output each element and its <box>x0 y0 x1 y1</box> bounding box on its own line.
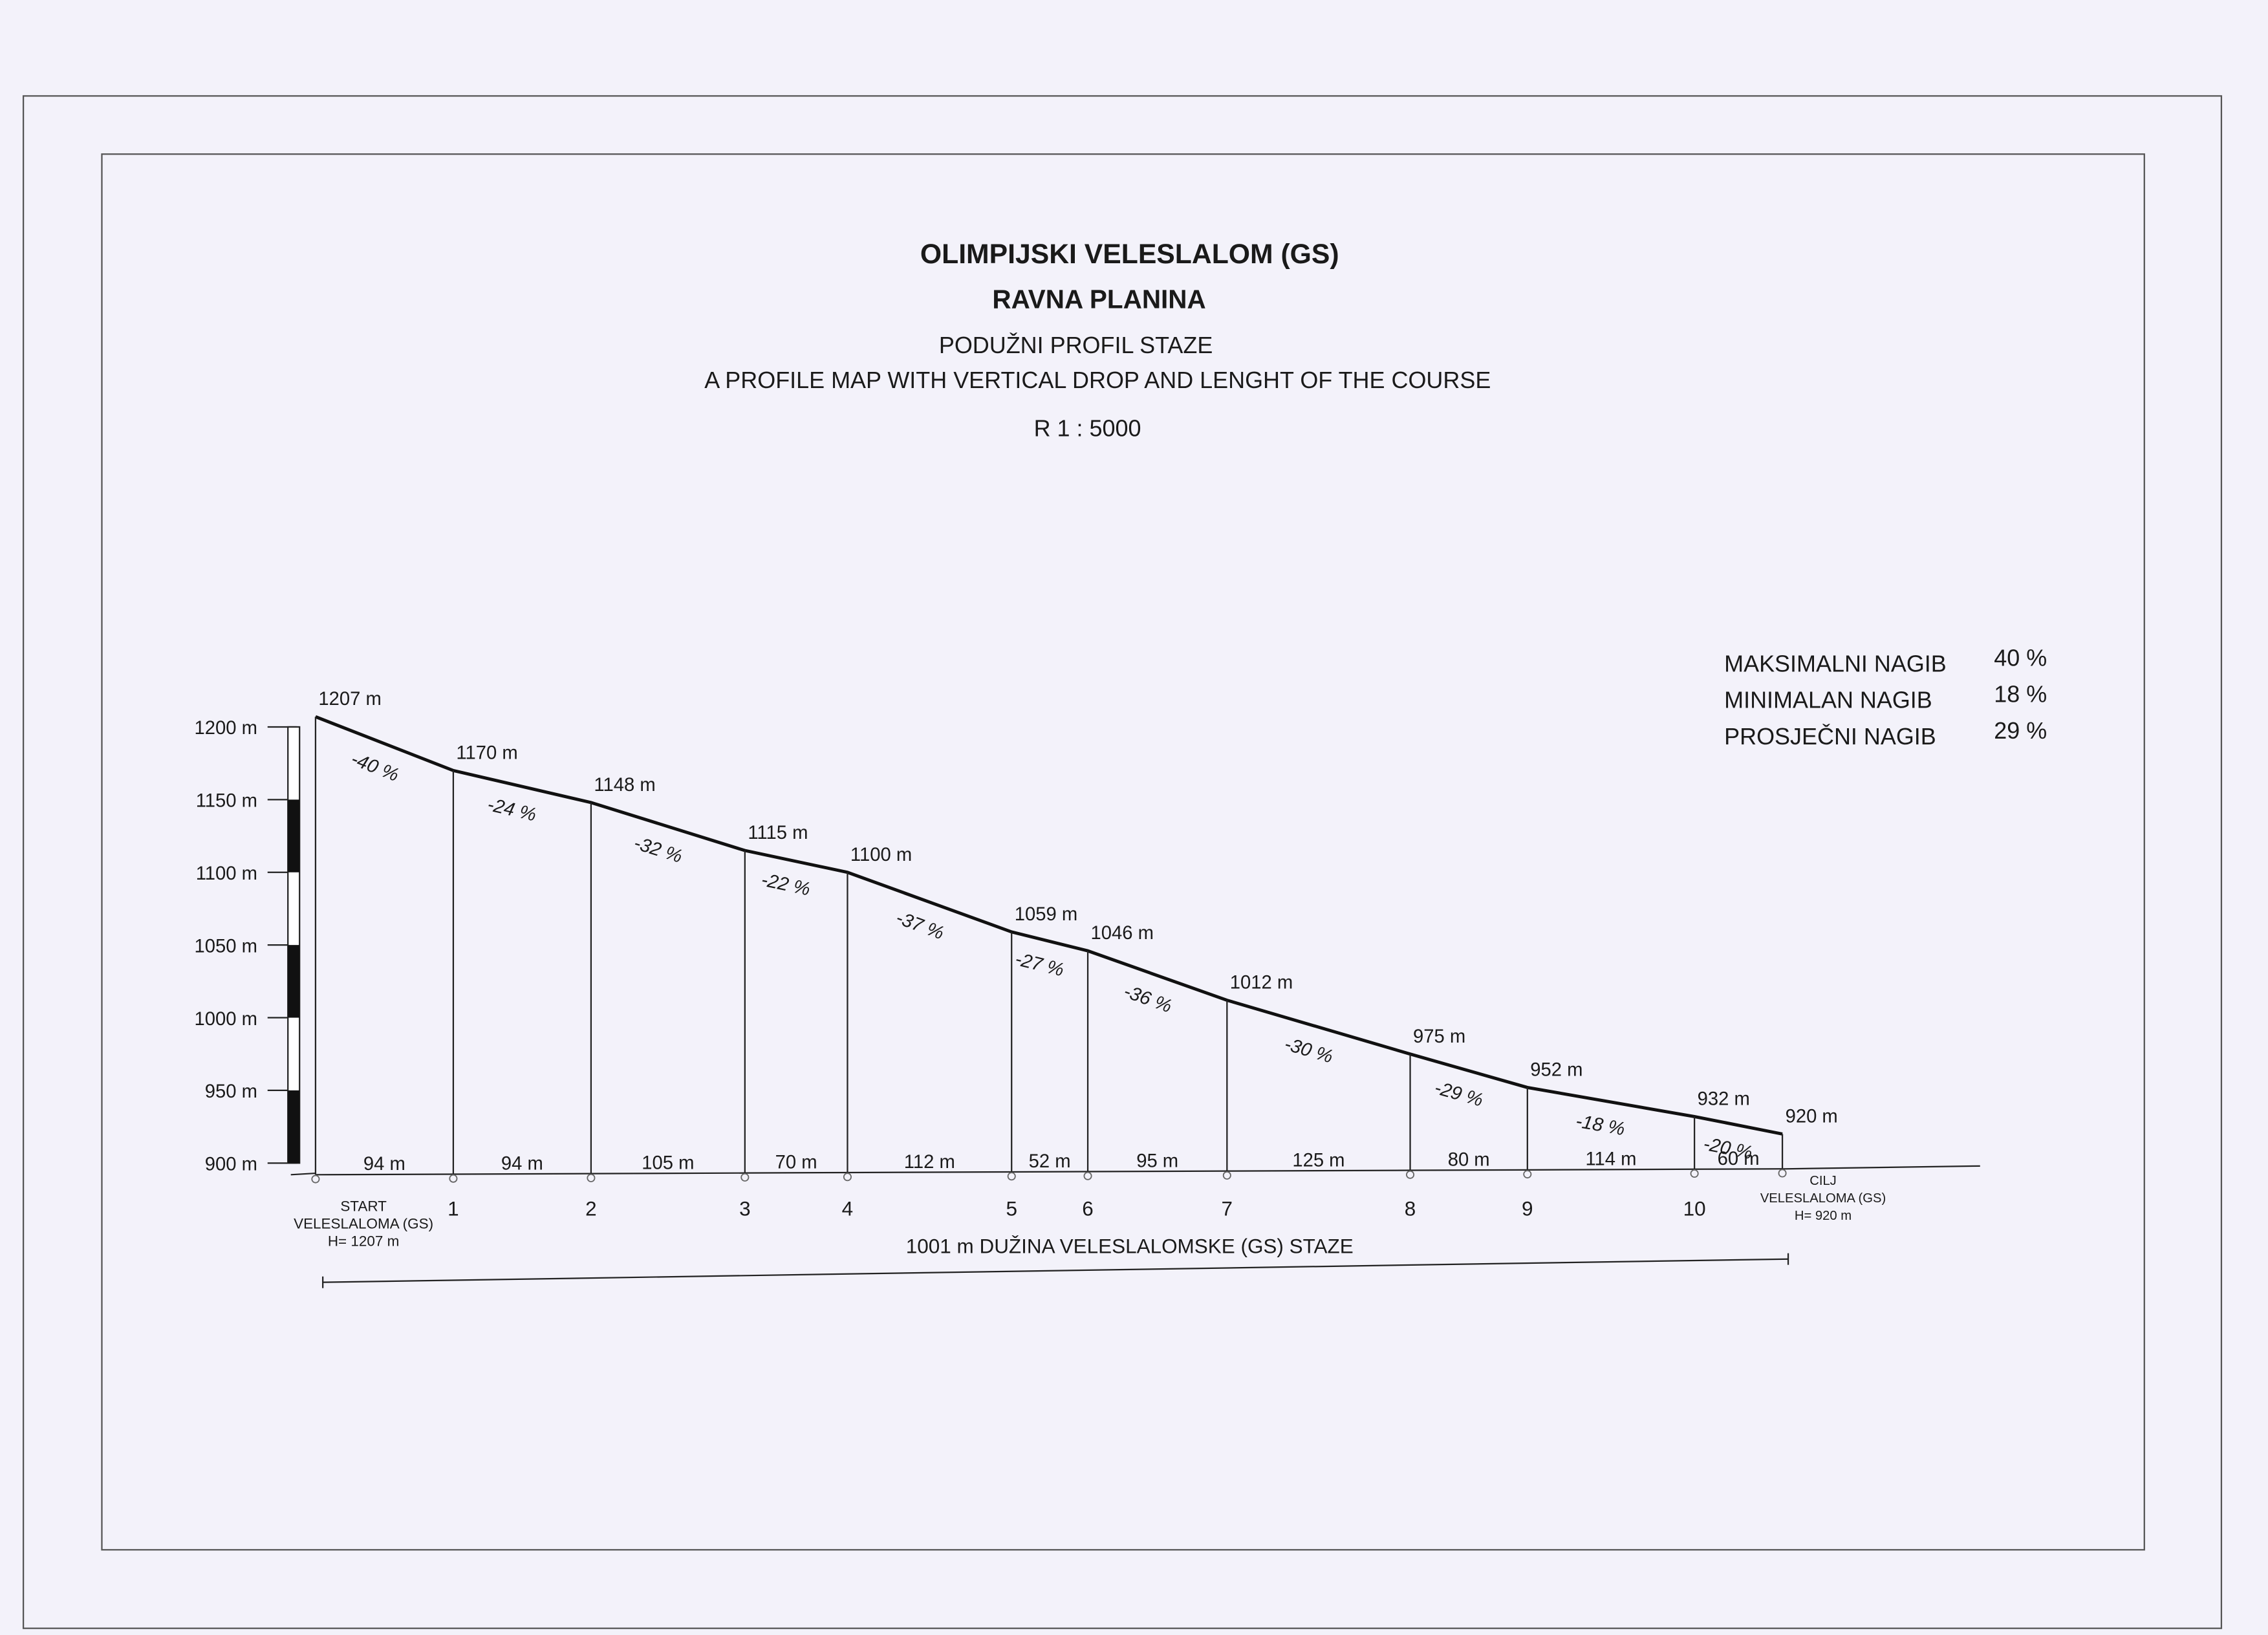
point-marker <box>1778 1169 1787 1178</box>
point-label: CILJ VELESLALOMA (GS) H= 920 m <box>1760 1174 1886 1223</box>
elevation-label: 1059 m <box>1015 904 1077 925</box>
elevation-label: 975 m <box>1413 1026 1465 1047</box>
point-marker <box>1083 1171 1092 1180</box>
stat-label: MINIMALAN NAGIB <box>1724 687 1932 713</box>
scale-bar-block <box>288 1090 300 1164</box>
baseline-segment <box>1527 1168 1695 1171</box>
dimension-line <box>323 1258 1789 1283</box>
point-marker <box>740 1173 750 1182</box>
point-label-line: H= 920 m <box>1795 1209 1852 1223</box>
point-marker <box>449 1174 458 1183</box>
y-tick-label: 900 m <box>205 1154 257 1175</box>
outer-frame <box>22 95 2223 1629</box>
segment-length-label: 105 m <box>642 1153 694 1173</box>
y-tick-label: 950 m <box>205 1081 257 1102</box>
baseline-segment <box>847 1171 1012 1174</box>
stat-label: MAKSIMALNI NAGIB <box>1724 651 1947 677</box>
elevation-label: 920 m <box>1786 1106 1838 1127</box>
baseline-segment <box>315 1173 453 1176</box>
baseline <box>1782 1165 1980 1170</box>
segment-length-label: 80 m <box>1448 1149 1490 1170</box>
segment-length-label: 95 m <box>1136 1151 1178 1171</box>
description: PODUŽNI PROFIL STAZE <box>939 332 1213 358</box>
point-label: 9 <box>1522 1197 1533 1220</box>
inner-frame <box>101 153 2145 1551</box>
point-marker <box>1523 1170 1532 1179</box>
point-label: 1 <box>448 1197 459 1220</box>
segment-length-label: 94 m <box>501 1153 543 1174</box>
segment-length-label: 112 m <box>904 1152 955 1173</box>
subtitle: RAVNA PLANINA <box>992 285 1205 314</box>
stat-label: PROSJEČNI NAGIB <box>1724 723 1936 750</box>
point-label: 8 <box>1405 1197 1416 1220</box>
point-label-line: VELESLALOMA (GS) <box>294 1215 433 1231</box>
profile-line <box>315 715 1783 1136</box>
point-label: START VELESLALOMA (GS) H= 1207 m <box>294 1198 433 1250</box>
point-label-line: START <box>340 1198 387 1215</box>
segment-length-label: 125 m <box>1292 1150 1345 1171</box>
point-marker <box>311 1175 320 1184</box>
point-label: 7 <box>1222 1197 1233 1220</box>
point-label: 3 <box>739 1197 751 1220</box>
total-length-label: 1001 m DUŽINA VELESLALOMSKE (GS) STAZE <box>906 1235 1354 1258</box>
stat-value: 29 % <box>1994 717 2047 744</box>
baseline-segment <box>453 1173 591 1175</box>
y-tick-label: 1150 m <box>196 791 257 812</box>
stat-value: 40 % <box>1994 645 2047 671</box>
point-marker <box>1690 1169 1699 1178</box>
point-label: 2 <box>585 1197 597 1220</box>
point-label: 5 <box>1006 1197 1017 1220</box>
baseline-segment <box>590 1172 745 1175</box>
elevation-label: 1012 m <box>1230 973 1293 993</box>
point-label: 10 <box>1683 1197 1706 1220</box>
point-label: 6 <box>1082 1197 1094 1220</box>
elevation-label: 1207 m <box>318 689 381 709</box>
segment-length-label: 52 m <box>1029 1151 1071 1172</box>
point-label: 4 <box>842 1197 854 1220</box>
baseline <box>290 1172 316 1176</box>
title: OLIMPIJSKI VELESLALOM (GS) <box>920 239 1339 270</box>
y-tick-label: 1050 m <box>195 936 257 957</box>
y-tick-label: 1200 m <box>195 718 257 739</box>
elevation-label: 1170 m <box>456 742 517 763</box>
point-label-line: VELESLALOMA (GS) <box>1760 1191 1886 1206</box>
baseline-segment <box>1410 1169 1528 1171</box>
point-label-line: H= 1207 m <box>328 1233 400 1249</box>
y-tick-label: 1100 m <box>196 863 257 884</box>
elevation-label: 1115 m <box>748 823 808 843</box>
elevation-label: 1046 m <box>1091 923 1154 944</box>
segment-length-label: 114 m <box>1585 1149 1636 1170</box>
scale-note: R 1 : 5000 <box>1034 415 1141 441</box>
y-tick-label: 1000 m <box>195 1009 257 1030</box>
point-marker <box>843 1173 852 1182</box>
description-en: A PROFILE MAP WITH VERTICAL DROP AND LEN… <box>704 367 1491 393</box>
profile-chart: 900 m 950 m 1000 m 1050 m 1100 m 1150 m 1200 m… <box>195 645 2047 1288</box>
point-marker <box>587 1173 596 1182</box>
baseline-segment <box>1088 1170 1227 1173</box>
point-marker <box>1222 1171 1231 1180</box>
segment-length-label: 94 m <box>363 1154 405 1175</box>
point-label-line: CILJ <box>1809 1174 1837 1188</box>
point-marker <box>1007 1172 1016 1181</box>
elevation-label: 932 m <box>1698 1088 1750 1109</box>
elevation-label: 1100 m <box>850 845 912 865</box>
elevation-label: 1148 m <box>594 775 655 796</box>
scale-bar-block <box>288 945 300 1018</box>
segment-length-label: 60 m <box>1718 1149 1760 1169</box>
segment-length-label: 70 m <box>775 1153 817 1173</box>
scale-bar-block <box>288 799 300 872</box>
point-marker <box>1406 1170 1415 1179</box>
elevation-label: 952 m <box>1530 1059 1582 1080</box>
stat-value: 18 % <box>1994 681 2047 708</box>
